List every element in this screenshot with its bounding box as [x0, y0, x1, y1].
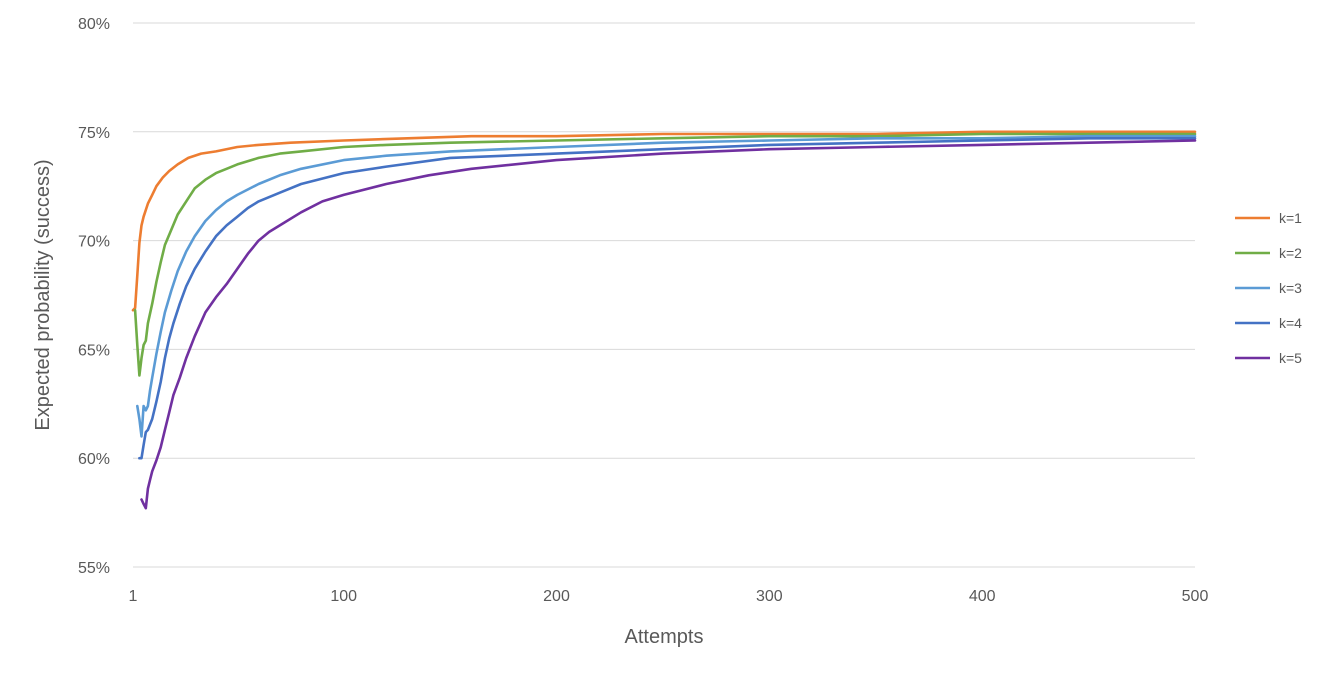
legend-label: k=5: [1279, 350, 1302, 366]
x-axis-ticks: 1 100 200 300 400 500: [129, 588, 1209, 605]
x-tick-label: 100: [330, 588, 357, 605]
y-tick-label: 70%: [78, 234, 110, 251]
y-tick-label: 60%: [78, 451, 110, 468]
legend-label: k=4: [1279, 315, 1302, 331]
y-tick-label: 65%: [78, 342, 110, 359]
x-tick-label: 300: [756, 588, 783, 605]
series-line-1: [131, 130, 1197, 312]
y-tick-label: 75%: [78, 125, 110, 142]
y-axis-title: Expected probability (success): [32, 159, 54, 430]
series-line-3: [136, 134, 1197, 438]
legend-label: k=1: [1279, 210, 1302, 226]
x-axis-title: Attempts: [625, 626, 704, 648]
series-lines: [131, 130, 1197, 510]
y-tick-label: 80%: [78, 16, 110, 33]
series-line-4: [138, 137, 1197, 460]
x-tick-label: 1: [129, 588, 138, 605]
legend: k=1 k=2 k=3 k=4 k=5: [1235, 210, 1302, 366]
x-tick-label: 200: [543, 588, 570, 605]
legend-label: k=2: [1279, 245, 1302, 261]
x-tick-label: 500: [1182, 588, 1209, 605]
legend-label: k=3: [1279, 280, 1302, 296]
y-tick-label: 55%: [78, 560, 110, 577]
series-line-2: [133, 132, 1197, 377]
gridlines: [133, 22, 1195, 459]
x-tick-label: 400: [969, 588, 996, 605]
y-axis-ticks: 55% 60% 65% 70% 75% 80%: [78, 16, 110, 577]
series-line-5: [140, 139, 1197, 510]
